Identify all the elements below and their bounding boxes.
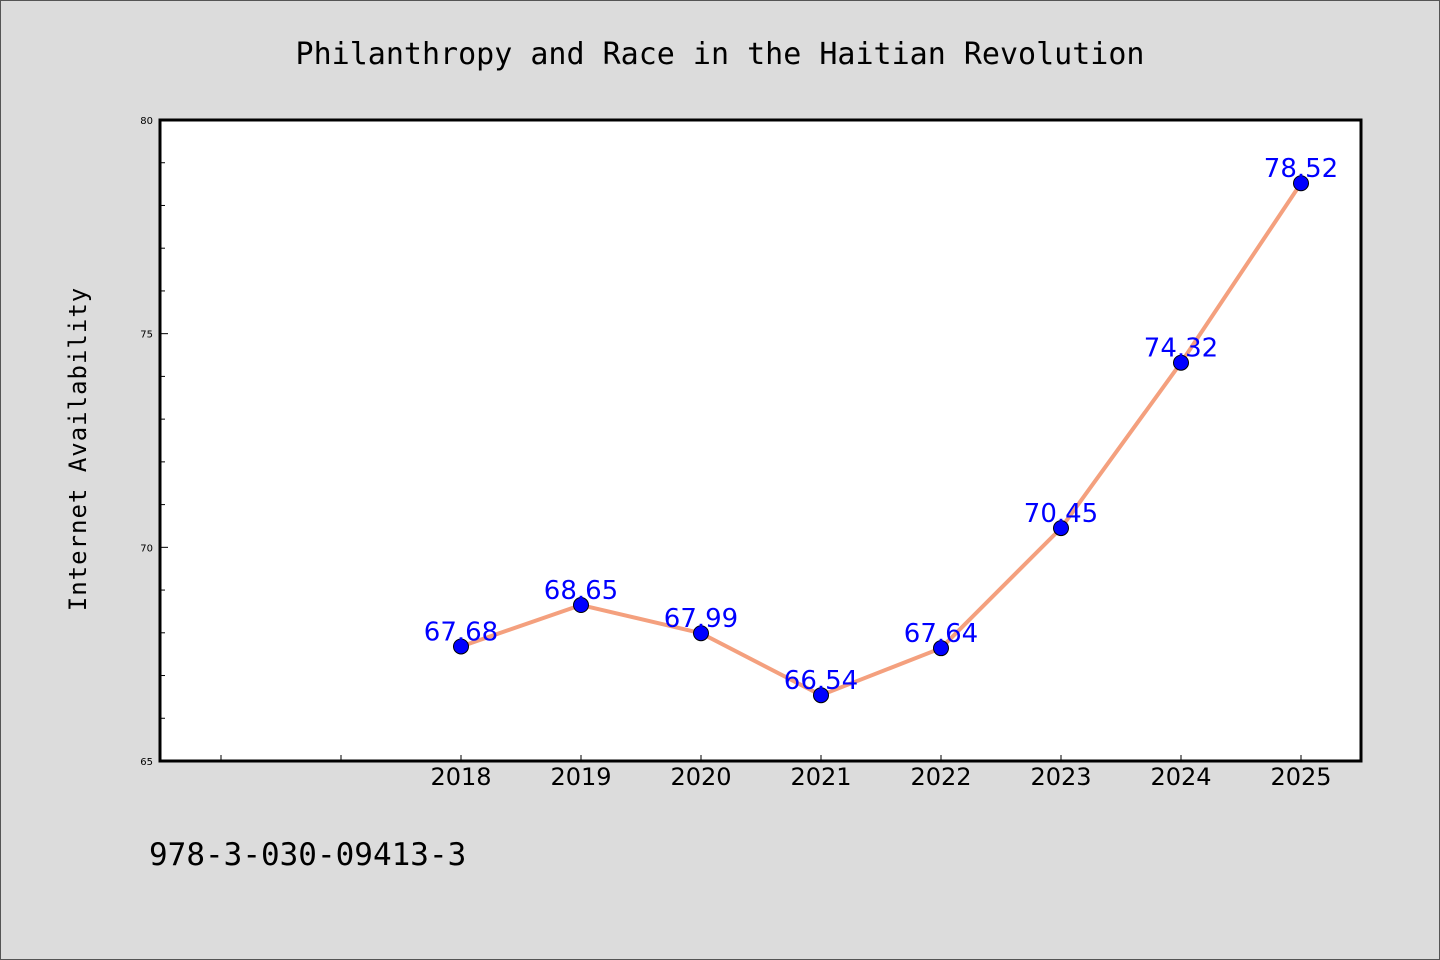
data-point	[813, 687, 829, 704]
y-tick-label: 65	[140, 757, 153, 768]
data-label: 78.52	[1264, 154, 1338, 184]
x-tick-label: 2023	[1030, 763, 1091, 791]
x-axis-ticks: 2018 2019 2020 2021 2022 2023 2024 2025	[220, 755, 1332, 791]
y-tick-label: 80	[140, 116, 153, 127]
data-point	[1173, 354, 1189, 371]
plot-area	[158, 118, 1363, 763]
data-label: 68.65	[544, 576, 618, 606]
data-label: 67.68	[424, 617, 498, 647]
y-tick-label: 70	[140, 543, 153, 554]
data-label: 67.64	[904, 619, 978, 649]
data-label: 74.32	[1144, 334, 1218, 364]
x-tick-label: 2019	[550, 763, 611, 791]
y-axis-ticks: 65 70 75 80	[140, 116, 168, 768]
x-tick-label: 2020	[670, 763, 731, 791]
x-tick-label: 2024	[1150, 763, 1211, 791]
data-label: 70.45	[1024, 499, 1098, 529]
data-label: 66.54	[784, 666, 858, 696]
isbn-footer: 978-3-030-09413-3	[149, 837, 466, 873]
x-tick-label: 2025	[1270, 763, 1331, 791]
data-point	[1293, 175, 1309, 192]
x-tick-label: 2022	[910, 763, 971, 791]
data-point	[693, 625, 709, 642]
data-point	[933, 640, 949, 657]
chart-title: Philanthropy and Race in the Haitian Rev…	[296, 37, 1145, 72]
y-tick-label: 75	[140, 330, 153, 341]
series-line	[460, 182, 1303, 698]
y-axis-label: Internet Availability	[64, 287, 92, 611]
data-point	[573, 597, 589, 614]
x-tick-label: 2021	[790, 763, 851, 791]
data-point	[453, 638, 469, 655]
data-label: 67.99	[664, 604, 738, 634]
series-layer: 67.68 68.65 67.99 66.54 67.64 70.45 74.32 78.52	[424, 154, 1338, 704]
data-point	[1053, 520, 1069, 537]
x-tick-label: 2018	[430, 763, 491, 791]
